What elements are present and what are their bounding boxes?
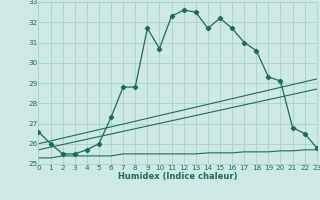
X-axis label: Humidex (Indice chaleur): Humidex (Indice chaleur) xyxy=(118,172,237,181)
